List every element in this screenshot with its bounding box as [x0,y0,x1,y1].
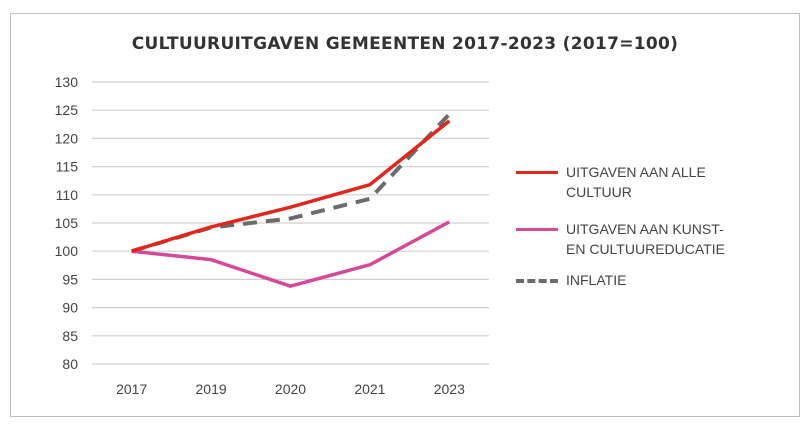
legend-label-line: EN CULTUUREDUCATIE [566,241,725,257]
legend-swatch [516,279,558,283]
y-tick-label: 125 [55,102,79,118]
y-tick-label: 85 [62,328,78,344]
legend-label: INFLATIE [566,270,806,290]
x-tick-label: 2017 [116,381,147,397]
x-tick-label: 2020 [275,381,306,397]
y-tick-label: 80 [62,356,78,372]
legend-label-line: UITGAVEN AAN ALLE [566,164,706,180]
plot-area: 80 85 90 95 100 105 110 115 120 125 130 2017 2019 202… [55,74,489,397]
legend-swatch [516,171,558,174]
y-tick-label: 95 [62,271,78,287]
legend-label-line: INFLATIE [566,272,627,288]
y-tick-label: 110 [56,187,79,203]
legend-label: UITGAVEN AAN KUNST- EN CULTUUREDUCATIE [566,219,806,259]
legend-label: UITGAVEN AAN ALLE CULTUUR [566,162,806,202]
x-tick-label: 2019 [196,381,227,397]
y-tick-label: 120 [55,130,79,146]
y-tick-label: 90 [62,300,78,316]
series-line-uitgaven-aan-kunst-en-cultuureducatie [131,220,451,288]
legend-label-line: UITGAVEN AAN KUNST- [566,221,724,237]
legend-swatch [516,228,558,231]
chart-title: CULTUURUITGAVEN GEMEENTEN 2017-2023 (201… [131,34,679,54]
x-tick-label: 2023 [434,381,465,397]
y-tick-label: 115 [56,159,79,175]
y-tick-label: 105 [55,215,79,231]
y-tick-label: 100 [55,243,79,259]
series-line-inflatie [131,112,451,254]
legend-label-line: CULTUUR [566,184,632,200]
series-line-uitgaven-aan-alle-cultuur [131,119,451,253]
x-tick-label: 2021 [354,381,385,397]
y-tick-label: 130 [55,74,79,90]
chart-frame: CULTUURUITGAVEN GEMEENTEN 2017-2023 (201… [10,13,800,417]
